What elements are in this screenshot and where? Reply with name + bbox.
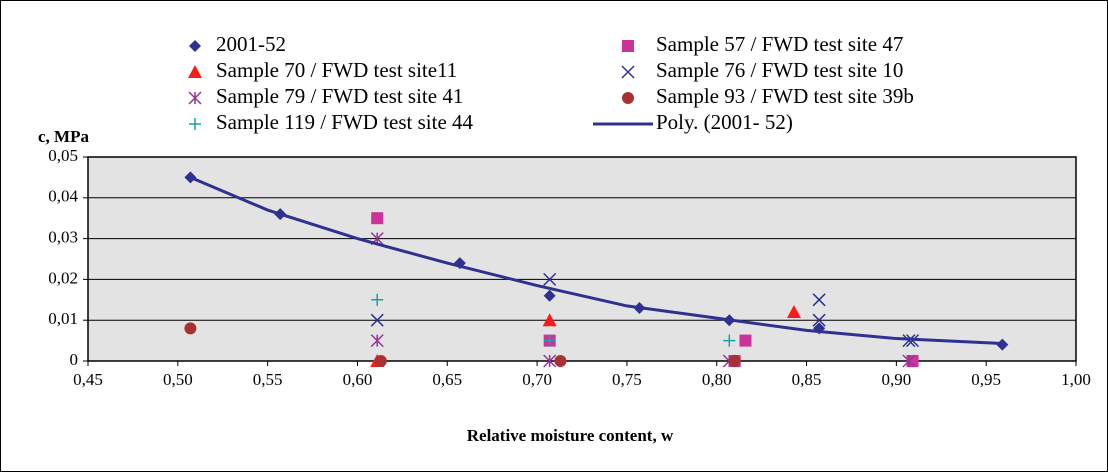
point: [374, 355, 387, 367]
y-tick-label: 0: [70, 350, 79, 369]
y-tick-label: 0,01: [48, 309, 78, 328]
legend-label: Sample 76 / FWD test site 10: [656, 58, 903, 82]
point: [371, 293, 384, 306]
x-axis-label: Relative moisture content, w: [467, 426, 674, 445]
legend-label: Poly. (2001- 52): [656, 110, 793, 134]
point: [371, 212, 384, 225]
legend-marker: [622, 92, 634, 104]
x-tick-label: 1,00: [1061, 370, 1091, 389]
point: [370, 334, 384, 348]
x-tick-label: 0,50: [163, 370, 193, 389]
legend-label: Sample 93 / FWD test site 39b: [656, 84, 914, 108]
point: [543, 354, 557, 368]
x-tick-label: 0,80: [702, 370, 732, 389]
y-tick-label: 0,02: [48, 268, 78, 287]
point: [723, 334, 736, 347]
x-tick-label: 0,45: [73, 370, 103, 389]
legend-marker: [189, 40, 201, 52]
x-tick-label: 0,65: [432, 370, 462, 389]
point: [812, 293, 826, 307]
point: [786, 305, 801, 319]
trend-line: [189, 176, 1003, 345]
x-tick-label: 0,75: [612, 370, 642, 389]
x-tick-label: 0,60: [343, 370, 373, 389]
point: [543, 289, 556, 302]
legend-marker: [188, 91, 202, 105]
legend-label: Sample 70 / FWD test site11: [216, 58, 457, 82]
plot-area: [88, 157, 1076, 361]
legend-label: Sample 79 / FWD test site 41: [216, 84, 463, 108]
legend-marker: [189, 118, 201, 130]
x-tick-label: 0,90: [881, 370, 911, 389]
legend-label: Sample 57 / FWD test site 47: [656, 32, 903, 56]
point: [184, 322, 197, 335]
legend-marker: [621, 65, 635, 79]
legend-label: 2001-52: [216, 32, 286, 56]
x-tick-label: 0,95: [971, 370, 1001, 389]
point: [370, 313, 384, 327]
point: [543, 334, 556, 347]
point: [728, 355, 741, 367]
y-tick-label: 0,05: [48, 146, 78, 165]
legend-marker: [622, 40, 634, 52]
y-tick-label: 0,03: [48, 228, 78, 247]
point: [542, 313, 557, 327]
legend-marker: [188, 65, 202, 78]
y-tick-label: 0,04: [48, 187, 78, 206]
y-axis-label: c, MPa: [38, 127, 89, 146]
point: [902, 354, 916, 368]
plot-border: [87, 156, 1077, 362]
point: [739, 334, 752, 347]
x-tick-label: 0,85: [792, 370, 822, 389]
point: [812, 313, 826, 327]
point: [554, 355, 567, 367]
x-tick-label: 0,70: [522, 370, 552, 389]
legend-label: Sample 119 / FWD test site 44: [216, 110, 474, 134]
point: [996, 338, 1009, 351]
x-tick-label: 0,55: [253, 370, 283, 389]
point: [543, 272, 557, 286]
